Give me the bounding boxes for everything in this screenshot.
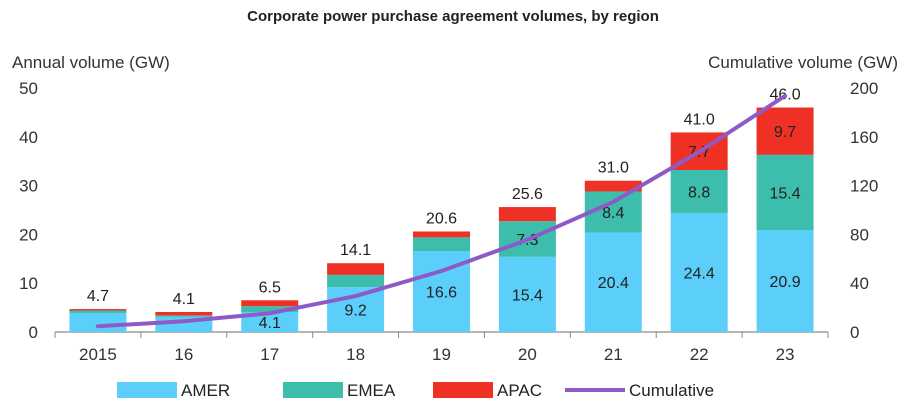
x-tick-label: 22	[690, 345, 709, 364]
bar-segment-emea	[756, 154, 814, 231]
total-label: 20.6	[426, 210, 457, 227]
data-label-amer: 20.4	[598, 275, 629, 292]
y-tick-label: 50	[19, 79, 38, 98]
bar-segment-emea	[241, 306, 299, 312]
bar-segment-apac	[155, 311, 213, 316]
total-label: 4.7	[87, 288, 109, 305]
y2-tick-label: 200	[850, 79, 878, 98]
total-label: 41.0	[684, 111, 715, 128]
y-tick-label: 20	[19, 225, 38, 244]
chart-title: Corporate power purchase agreement volum…	[247, 8, 659, 25]
y-tick-label: 40	[19, 128, 38, 147]
legend-label-cumulative: Cumulative	[629, 381, 714, 400]
y2-axis-title: Cumulative volume (GW)	[708, 53, 898, 72]
bar-segment-amer	[69, 312, 127, 332]
y2-tick-label: 40	[850, 274, 869, 293]
total-label: 4.1	[173, 291, 195, 308]
total-label: 31.0	[598, 160, 629, 177]
data-label-amer: 15.4	[512, 287, 543, 304]
bar-segment-amer	[498, 256, 556, 332]
x-ticks-group: 2015 16 17 18 19 20 21 22 23	[54, 332, 829, 364]
y-ticks-group: 0 10 20 30 40 50	[19, 79, 38, 342]
bar-segment-amer	[584, 232, 642, 332]
x-tick-label: 19	[432, 345, 451, 364]
y2-tick-label: 120	[850, 177, 878, 196]
data-label-amer: 16.6	[426, 284, 457, 301]
cumulative-line	[95, 93, 788, 329]
legend-swatch-amer	[117, 382, 177, 398]
bar-segment-apac	[756, 107, 814, 155]
y-axis-title: Annual volume (GW)	[12, 53, 170, 72]
data-label-apac: 9.7	[774, 124, 796, 141]
data-label-emea: 15.4	[769, 185, 800, 202]
bar-segment-apac	[498, 207, 556, 222]
y2-tick-label: 0	[850, 323, 859, 342]
x-tick-label: 18	[346, 345, 365, 364]
y2-tick-label: 160	[850, 128, 878, 147]
cumulative-line-group	[95, 93, 788, 329]
bar-segment-emea	[155, 315, 213, 317]
data-label-emea: 8.4	[602, 205, 624, 222]
x-tick-label: 23	[776, 345, 795, 364]
x-tick-label: 21	[604, 345, 623, 364]
bar-segment-apac	[69, 309, 127, 311]
y-tick-label: 30	[19, 177, 38, 196]
legend-label-amer: AMER	[181, 381, 230, 400]
y2-tick-label: 80	[850, 225, 869, 244]
bar-segment-amer	[241, 311, 299, 332]
segment-labels-group: 4.19.216.6 15.47.320.48.424.48.87.720.915…	[259, 124, 801, 332]
x-tick-label: 17	[260, 345, 279, 364]
legend-label-emea: EMEA	[347, 381, 396, 400]
bar-segment-emea	[69, 310, 127, 313]
legend-swatch-emea	[283, 382, 343, 398]
data-label-amer: 20.9	[769, 274, 800, 291]
y-tick-label: 10	[19, 274, 38, 293]
data-label-amer: 24.4	[684, 265, 715, 282]
data-label-amer: 4.1	[259, 315, 281, 332]
data-label-amer: 9.2	[344, 303, 366, 320]
x-tick-label: 2015	[79, 345, 117, 364]
bar-segment-apac	[327, 263, 385, 275]
data-label-emea: 8.8	[688, 184, 710, 201]
x-tick-label: 16	[174, 345, 193, 364]
bar-segment-amer	[756, 230, 814, 332]
bar-segment-emea	[670, 169, 728, 213]
bar-segment-apac	[241, 300, 299, 307]
bar-segment-apac	[413, 231, 470, 238]
bar-segment-apac	[584, 180, 642, 192]
legend: AMER EMEA APAC Cumulative	[117, 381, 714, 400]
total-label: 25.6	[512, 186, 543, 203]
bar-segment-emea	[327, 274, 385, 288]
totals-group: 4.7 4.16.514.120.625.631.041.046.0	[87, 87, 801, 308]
y-tick-label: 0	[29, 323, 38, 342]
total-label: 14.1	[340, 242, 371, 259]
legend-label-apac: APAC	[497, 381, 542, 400]
bar-segment-emea	[413, 237, 470, 251]
total-label: 6.5	[259, 279, 281, 296]
y2-ticks-group: 0 40 80 120 160 200	[850, 79, 878, 342]
bar-segment-amer	[670, 212, 728, 332]
legend-swatch-apac	[433, 382, 493, 398]
x-tick-label: 20	[518, 345, 537, 364]
